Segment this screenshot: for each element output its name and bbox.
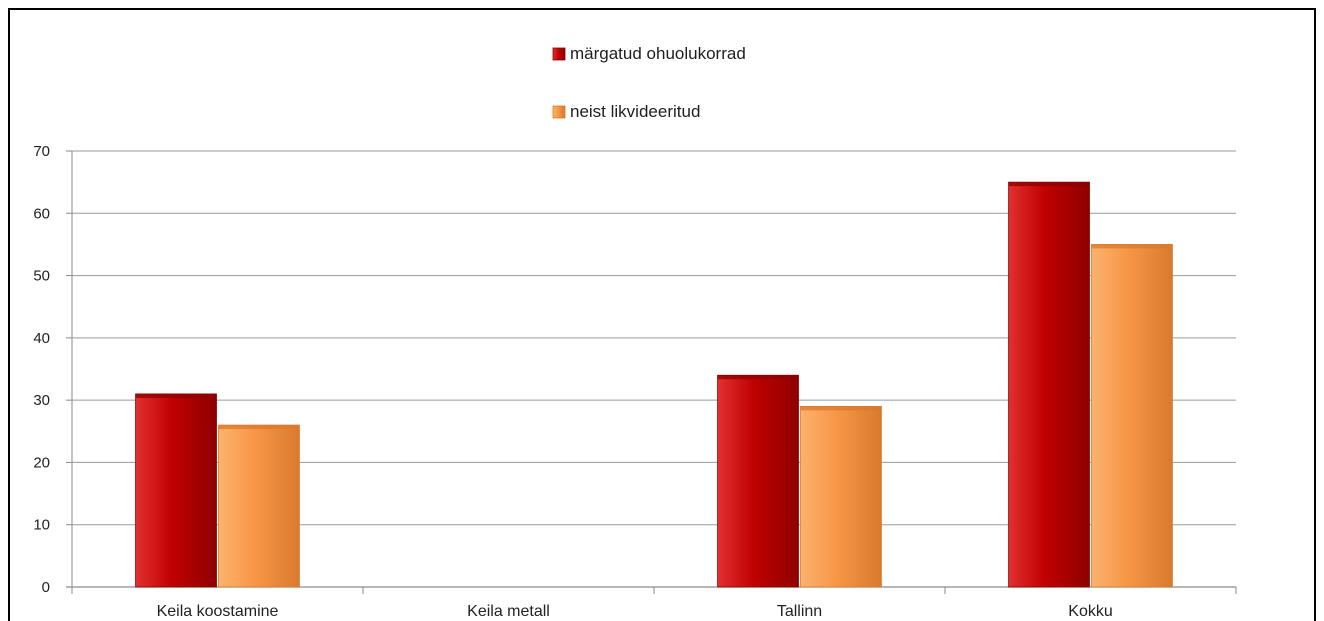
bar-margatud — [717, 374, 799, 588]
legend-swatch — [552, 105, 566, 119]
legend: märgatud ohuolukorrad neist likvideeritud — [552, 44, 746, 121]
x-category-label: Kokku — [1068, 603, 1112, 620]
bar-margatud — [1008, 181, 1090, 588]
y-tick-label: 60 — [33, 205, 50, 222]
y-tick-label: 0 — [42, 579, 50, 596]
bars — [135, 181, 1173, 588]
legend-label: neist likvideeritud — [570, 102, 700, 121]
bar-likvideeritud — [800, 405, 882, 588]
bar-top-edge — [1091, 244, 1173, 249]
bar-top-edge — [800, 406, 882, 411]
y-tick-label: 20 — [33, 454, 50, 471]
bar-top-edge — [218, 425, 300, 430]
bar-likvideeritud — [1091, 244, 1173, 588]
y-tick-label: 50 — [33, 268, 50, 285]
bar-top-edge — [135, 393, 217, 398]
axes: 0 10 20 30 40 50 60 70 Keila koostamine Keila met… — [33, 143, 1237, 620]
y-tick-label: 70 — [33, 143, 50, 160]
bar-top-edge — [1008, 182, 1090, 187]
x-category-label: Keila koostamine — [157, 603, 279, 620]
y-tick-label: 40 — [33, 330, 50, 347]
bar-top-edge — [717, 375, 799, 380]
bar-margatud — [135, 393, 217, 588]
bar-likvideeritud — [218, 424, 300, 588]
legend-swatch — [552, 47, 566, 61]
x-category-label: Keila metall — [467, 603, 550, 620]
x-category-label: Tallinn — [777, 603, 822, 620]
legend-label: märgatud ohuolukorrad — [570, 44, 746, 63]
y-tick-label: 30 — [33, 392, 50, 409]
y-tick-label: 10 — [33, 517, 50, 534]
